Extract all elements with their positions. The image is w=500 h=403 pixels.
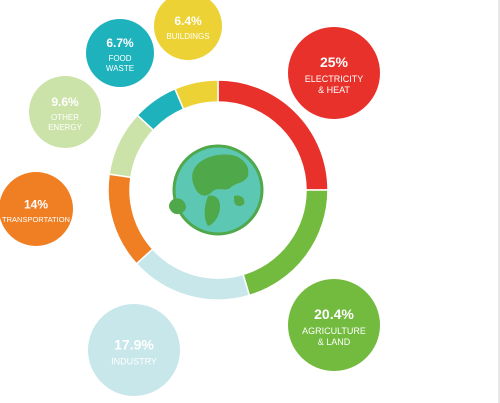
slice-value-label: 9.6% <box>51 95 79 109</box>
bubble-circle-buildings <box>154 0 222 60</box>
bubble-circle-transportation <box>0 172 73 246</box>
bubble-circle-electricity <box>288 27 380 119</box>
bubble-buildings: 6.4% BUILDINGS <box>154 0 222 60</box>
slice-category-label: ENERGY <box>48 123 82 132</box>
slice-value-label: 25% <box>320 54 349 70</box>
bubble-circle-food-waste <box>86 19 154 87</box>
donut-slice-industry <box>135 247 251 301</box>
globe-icon <box>169 144 264 236</box>
bubble-circle-other-energy <box>29 76 101 148</box>
slice-category-label: & LAND <box>318 337 351 347</box>
globe-land-west <box>169 198 186 215</box>
slice-category-label: AGRICULTURE <box>302 326 366 336</box>
slice-value-label: 6.7% <box>106 36 134 50</box>
slice-category-label: WASTE <box>106 64 134 73</box>
right-edge-divider <box>498 0 500 403</box>
donut-slice-transportation <box>107 173 154 265</box>
slice-label-bubbles: 25% ELECTRICITY& HEAT 20.4% AGRICULTURE& LA… <box>0 0 380 396</box>
globe-land-island <box>234 195 245 207</box>
slice-category-label: BUILDINGS <box>166 32 209 41</box>
slice-category-label: & HEAT <box>318 85 350 95</box>
slice-category-label: OTHER <box>51 113 79 122</box>
slice-category-label: TRANSPORTATION <box>2 215 70 224</box>
donut-slices <box>107 79 329 301</box>
slice-category-label: ELECTRICITY <box>305 74 364 84</box>
bubble-electricity: 25% ELECTRICITY& HEAT <box>288 27 380 119</box>
globe-land-eurasia <box>192 154 249 196</box>
bubble-circle-industry <box>88 304 180 396</box>
slice-value-label: 20.4% <box>314 306 354 322</box>
slice-category-label: FOOD <box>108 54 131 63</box>
slice-category-label: INDUSTRY <box>111 357 157 367</box>
bubble-agriculture: 20.4% AGRICULTURE& LAND <box>288 279 380 371</box>
slice-value-label: 14% <box>24 197 48 211</box>
globe-land-africa <box>204 195 220 226</box>
bubble-industry: 17.9% INDUSTRY <box>88 304 180 396</box>
slice-value-label: 6.4% <box>174 14 202 28</box>
donut-slice-buildings <box>173 79 219 111</box>
bubble-transportation: 14% TRANSPORTATION <box>0 172 73 246</box>
bubble-circle-agriculture <box>288 279 380 371</box>
slice-value-label: 17.9% <box>114 337 154 353</box>
